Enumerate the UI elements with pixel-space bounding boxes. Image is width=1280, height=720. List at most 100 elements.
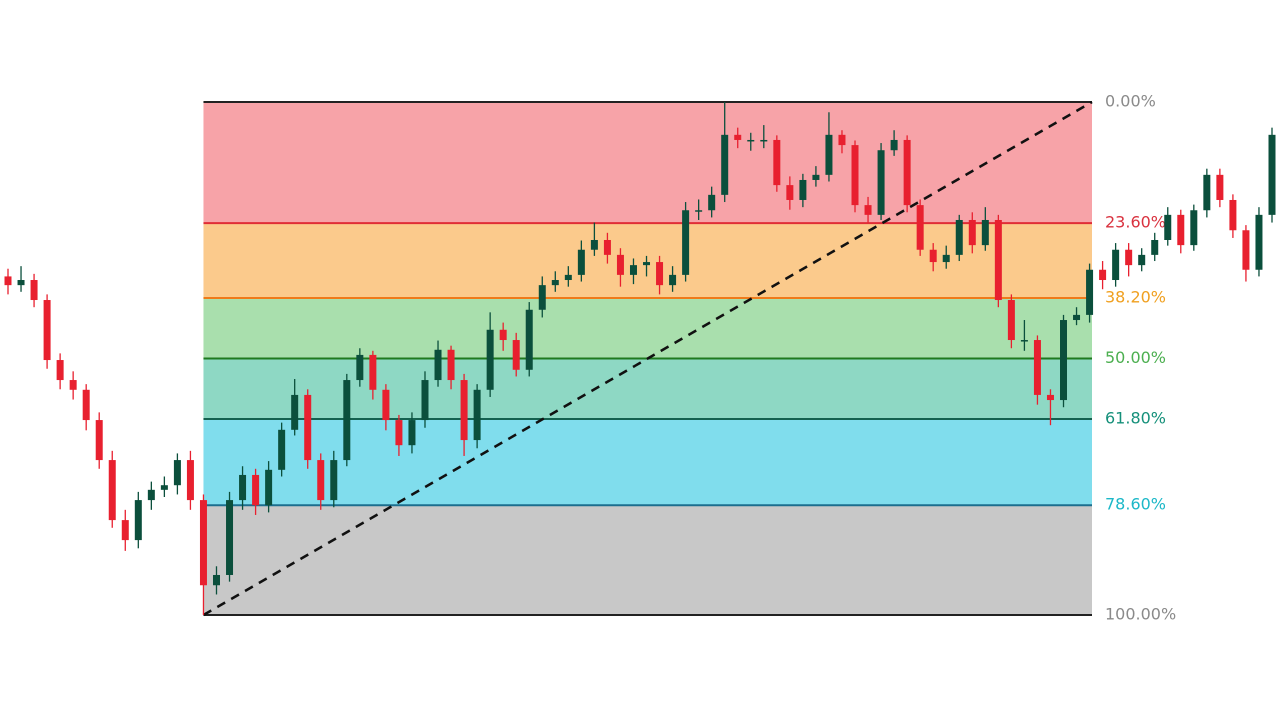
candle-body <box>877 150 885 215</box>
candle-body <box>538 285 546 310</box>
candle-body <box>226 500 234 575</box>
candle-body <box>512 340 520 370</box>
candle-body <box>838 134 846 146</box>
candle-body <box>682 210 690 275</box>
candle-body <box>669 274 677 286</box>
fib-label: 23.60% <box>1105 213 1166 232</box>
candle-body <box>1190 210 1198 246</box>
candle-body <box>747 139 755 142</box>
candle-body <box>330 460 338 501</box>
candle-body <box>134 500 142 541</box>
candle-body <box>1033 340 1041 395</box>
candle-body <box>1216 174 1224 200</box>
candle-body <box>799 179 807 200</box>
candle-body <box>643 262 651 266</box>
candle-body <box>1242 230 1250 270</box>
candle-body <box>1138 254 1146 266</box>
candle-body <box>499 329 507 341</box>
fib-band <box>203 419 1092 506</box>
candle-body <box>43 300 51 361</box>
candle-body <box>786 185 794 200</box>
trend-line <box>202 100 1093 617</box>
candle-body <box>525 309 533 370</box>
candle-body <box>1099 269 1107 281</box>
candle-body <box>590 239 598 250</box>
fib-band <box>203 358 1092 420</box>
candle-body <box>317 460 325 501</box>
candle-body <box>1151 239 1159 255</box>
candle-body <box>434 349 442 381</box>
candle-body <box>942 254 950 263</box>
candle-body <box>265 469 273 506</box>
candle-body <box>929 249 937 263</box>
candle-body <box>773 139 781 186</box>
candle-body <box>173 460 181 486</box>
candle-body <box>108 460 116 521</box>
candle-body <box>4 276 12 286</box>
candle-body <box>30 280 38 301</box>
candle-body <box>304 394 312 461</box>
candle-body <box>17 280 25 286</box>
candle-body <box>825 134 833 175</box>
candle-body <box>760 139 768 142</box>
candle-body <box>343 380 351 461</box>
candle-body <box>82 389 90 421</box>
candle-body <box>239 474 247 501</box>
candle-body <box>734 134 742 140</box>
candle-body <box>147 489 155 501</box>
candle-body <box>486 329 494 390</box>
candle-body <box>1255 214 1263 270</box>
candle-body <box>121 520 129 541</box>
candle-body <box>252 474 260 506</box>
fib-label: 78.60% <box>1105 495 1166 514</box>
candle-body <box>95 420 103 461</box>
candle-body <box>473 389 481 441</box>
candle-body <box>447 349 455 381</box>
candle-body <box>981 219 989 246</box>
candle-body <box>721 134 729 195</box>
fib-band <box>203 297 1092 359</box>
candle-body <box>1046 394 1054 401</box>
fib-label: 0.00% <box>1105 92 1156 111</box>
fib-label: 100.00% <box>1105 605 1176 624</box>
candle-body <box>968 219 976 246</box>
candle-body <box>356 354 364 381</box>
candle-body <box>812 174 820 180</box>
candle-body <box>1229 199 1237 231</box>
candle-body <box>395 420 403 446</box>
candle-body <box>1203 174 1211 211</box>
candle-body <box>56 360 64 381</box>
candle-body <box>903 139 911 206</box>
candle-body <box>1125 249 1133 266</box>
candle-body <box>603 239 611 255</box>
candle-body <box>851 145 859 206</box>
candle-body <box>994 219 1002 301</box>
candle-body <box>1060 320 1068 401</box>
candle-body <box>708 194 716 211</box>
candle-body <box>1086 269 1094 315</box>
candle-body <box>1164 214 1172 240</box>
candle-body <box>408 420 416 446</box>
candle-body <box>695 210 703 212</box>
candle-body <box>564 274 572 281</box>
candle-body <box>629 265 637 275</box>
candle-body <box>421 380 429 421</box>
candle-body <box>212 574 220 586</box>
candle-body <box>1007 300 1015 341</box>
candle-body <box>382 389 390 421</box>
candle-body <box>551 280 559 286</box>
candle-body <box>916 205 924 250</box>
candle-body <box>656 262 664 286</box>
candle-body <box>291 394 299 430</box>
candle-body <box>1112 249 1120 281</box>
candle-body <box>199 500 207 586</box>
candle-body <box>955 219 963 255</box>
candle-body <box>278 429 286 470</box>
candle-body <box>1177 214 1185 246</box>
fib-band <box>203 102 1092 224</box>
candle-body <box>890 139 898 151</box>
candle-body <box>616 254 624 275</box>
fib-label: 38.20% <box>1105 287 1166 306</box>
candle-body <box>369 354 377 390</box>
